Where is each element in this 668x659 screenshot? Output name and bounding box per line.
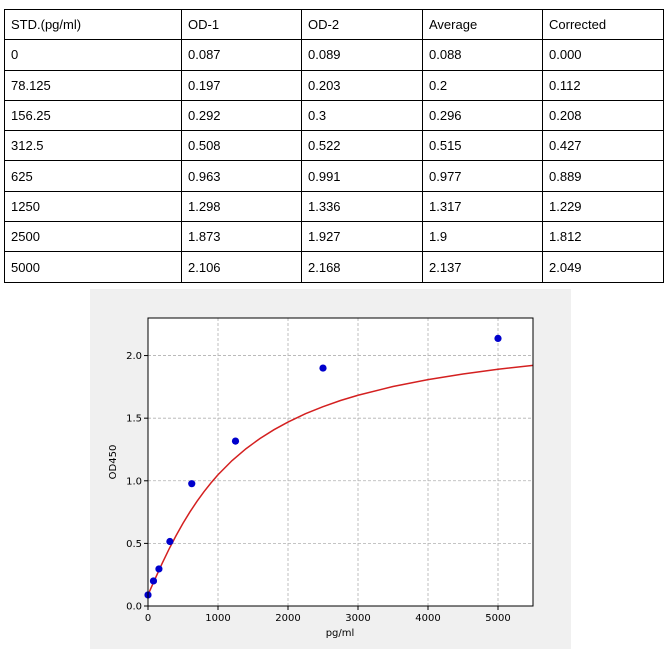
cell-corrected: 2.049 (542, 251, 664, 283)
cell-std: 1250 (4, 190, 182, 223)
table-row: 2500 1.873 1.927 1.9 1.812 (4, 221, 664, 253)
cell-average: 0.2 (422, 69, 543, 101)
cell-od2: 0.203 (301, 69, 423, 101)
plot-frame (147, 317, 534, 607)
cell-od2: 0.991 (301, 160, 423, 192)
cell-od1: 0.292 (181, 99, 302, 132)
x-tick-label: 3000 (345, 613, 370, 624)
x-tick-label: 5000 (485, 613, 510, 624)
cell-std: 5000 (4, 251, 182, 283)
table-row: 5000 2.106 2.168 2.137 2.049 (4, 251, 664, 283)
table-row: 0 0.087 0.089 0.088 0.000 (4, 39, 664, 71)
table-header-row: STD.(pg/ml) OD-1 OD-2 Average Corrected (4, 8, 664, 41)
data-point (155, 565, 163, 573)
cell-od2: 0.089 (301, 39, 423, 71)
cell-std: 78.125 (4, 69, 182, 101)
x-tick-label: 1000 (205, 613, 230, 624)
cell-corrected: 0.889 (542, 160, 664, 192)
data-point (231, 437, 240, 445)
cell-average: 0.296 (422, 99, 543, 132)
cell-od1: 0.197 (181, 69, 302, 101)
cell-od1: 1.873 (181, 221, 302, 253)
cell-corrected: 0.208 (542, 99, 664, 132)
table-row: 312.5 0.508 0.522 0.515 0.427 (4, 130, 664, 162)
cell-std: 156.25 (4, 99, 182, 132)
cell-od2: 0.3 (301, 99, 423, 132)
header-average: Average (422, 8, 543, 41)
data-point (149, 577, 158, 585)
x-tick-label: 4000 (415, 613, 440, 624)
data-points-layer (144, 334, 502, 599)
cell-od1: 0.508 (181, 130, 302, 162)
cell-average: 0.977 (422, 160, 543, 192)
cell-corrected: 1.812 (542, 221, 664, 253)
x-axis-label: pg/ml (326, 628, 355, 639)
cell-corrected: 1.229 (542, 190, 664, 223)
x-tick-label: 2000 (275, 613, 300, 624)
standard-curve-table: STD.(pg/ml) OD-1 OD-2 Average Corrected … (4, 8, 664, 283)
cell-od2: 0.522 (301, 130, 423, 162)
data-point (166, 537, 174, 546)
axis-ticks: 0 1000 2000 3000 4000 5000 0.0 0.5 1.0 1.5 2.0 (126, 351, 511, 624)
cell-corrected: 0.112 (542, 69, 664, 101)
cell-std: 625 (4, 160, 182, 192)
y-tick-label: 2.0 (126, 351, 142, 362)
cell-od1: 1.298 (181, 190, 302, 223)
cell-std: 0 (4, 39, 182, 71)
cell-od2: 2.168 (301, 251, 423, 283)
y-axis-label: OD450 (108, 445, 119, 480)
cell-std: 312.5 (4, 130, 182, 162)
cell-corrected: 0.427 (542, 130, 664, 162)
table-row: 1250 1.298 1.336 1.317 1.229 (4, 190, 664, 223)
cell-od1: 0.087 (181, 39, 302, 71)
cell-average: 0.515 (422, 130, 543, 162)
header-std: STD.(pg/ml) (4, 8, 182, 41)
cell-od1: 0.963 (181, 160, 302, 192)
cell-std: 2500 (4, 221, 182, 253)
cell-corrected: 0.000 (542, 39, 664, 71)
table-row: 78.125 0.197 0.203 0.2 0.112 (4, 69, 664, 101)
standard-curve-chart: 0 1000 2000 3000 4000 5000 0.0 0.5 1.0 1.5 2.0 pg/… (90, 289, 571, 649)
cell-od2: 1.336 (301, 190, 423, 223)
y-tick-label: 1.0 (126, 476, 142, 487)
y-tick-label: 0.5 (126, 539, 142, 550)
plot-area (148, 318, 533, 606)
y-tick-label: 0.0 (126, 602, 142, 613)
header-corrected: Corrected (542, 8, 664, 41)
data-point (494, 334, 502, 343)
x-tick-label: 0 (145, 613, 151, 624)
cell-average: 2.137 (422, 251, 543, 283)
fit-curve-line (147, 364, 534, 596)
chart-svg: 0 1000 2000 3000 4000 5000 0.0 0.5 1.0 1.5 2.0 pg/… (108, 317, 534, 639)
cell-average: 0.088 (422, 39, 543, 71)
header-od1: OD-1 (181, 8, 302, 41)
cell-average: 1.9 (422, 221, 543, 253)
y-tick-label: 1.5 (126, 414, 142, 425)
table-row: 156.25 0.292 0.3 0.296 0.208 (4, 99, 664, 132)
data-point (319, 364, 327, 372)
fit-curve-layer (147, 364, 534, 596)
cell-od2: 1.927 (301, 221, 423, 253)
cell-average: 1.317 (422, 190, 543, 223)
table-row: 625 0.963 0.991 0.977 0.889 (4, 160, 664, 192)
data-point (188, 480, 196, 488)
cell-od1: 2.106 (181, 251, 302, 283)
header-od2: OD-2 (301, 8, 423, 41)
